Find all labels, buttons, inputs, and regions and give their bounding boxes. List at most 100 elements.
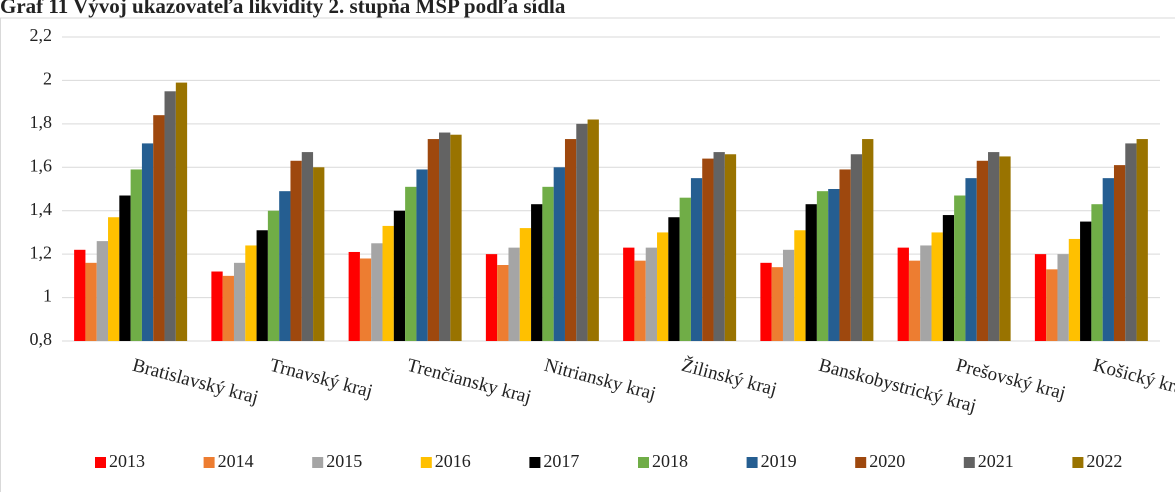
legend-label: 2022 — [1086, 451, 1122, 471]
legend-label: 2015 — [326, 451, 362, 471]
bar — [519, 228, 532, 341]
bar — [645, 247, 658, 341]
y-tick-label: 0,8 — [30, 329, 53, 349]
bar — [954, 195, 966, 341]
chart-frame — [0, 17, 1175, 492]
bar — [393, 210, 406, 341]
y-tick-label: 1,4 — [30, 199, 53, 219]
bar — [634, 260, 646, 341]
legend-swatch — [855, 457, 867, 468]
bar — [359, 258, 372, 341]
bar — [976, 160, 989, 341]
chart-title: Graf 11 Vývoj ukazovateľa likvidity 2. s… — [0, 0, 566, 18]
bar — [1057, 254, 1069, 341]
legend-swatch — [312, 457, 324, 468]
bar — [690, 178, 703, 341]
bar — [1113, 165, 1126, 341]
bar — [508, 247, 520, 341]
bar — [999, 156, 1011, 341]
bar — [279, 191, 291, 341]
legend-swatch — [529, 457, 541, 468]
bar — [74, 249, 86, 341]
bar — [233, 262, 246, 341]
bar — [382, 225, 394, 341]
bar — [371, 243, 383, 341]
legend-label: 2019 — [761, 451, 797, 471]
bar — [1091, 204, 1103, 341]
bar — [405, 186, 417, 341]
legend-label: 2018 — [652, 451, 688, 471]
bar — [85, 262, 97, 341]
legend-label: 2016 — [435, 451, 471, 471]
x-tick-label: Nitriansky kraj — [542, 355, 658, 405]
bar — [805, 204, 817, 341]
bar — [713, 152, 725, 341]
bar — [816, 191, 829, 341]
x-tick-label: Banskobystrický kraj — [816, 355, 978, 417]
bar — [1034, 254, 1047, 341]
bar — [862, 139, 874, 341]
y-tick-label: 1,8 — [30, 112, 53, 132]
legend-swatch — [1072, 457, 1084, 468]
legend-label: 2014 — [218, 451, 254, 471]
y-tick-label: 2 — [43, 69, 52, 89]
bar — [1080, 221, 1092, 341]
x-tick-label: Trnavský kraj — [267, 355, 374, 403]
bar — [96, 241, 109, 341]
legend-label: 2013 — [109, 451, 145, 471]
legend-swatch — [638, 457, 649, 468]
bar — [497, 265, 509, 341]
bar — [920, 245, 932, 341]
bar — [576, 123, 588, 341]
bar — [771, 267, 783, 341]
bar — [1125, 143, 1137, 341]
legend-swatch — [420, 457, 432, 468]
x-tick-label: Trenčiansky kraj — [405, 355, 534, 408]
bar — [679, 197, 691, 341]
bar — [760, 262, 772, 341]
bar — [702, 158, 714, 341]
bar — [794, 230, 806, 341]
bar — [175, 82, 188, 341]
legend-label: 2020 — [869, 451, 905, 471]
bar — [108, 217, 120, 341]
bar — [267, 210, 280, 341]
bar — [211, 271, 223, 341]
bar — [828, 189, 840, 341]
bar — [290, 160, 302, 341]
bar — [222, 275, 234, 341]
bar — [668, 217, 680, 341]
bar — [141, 143, 154, 341]
bar — [1068, 238, 1081, 341]
legend-swatch — [95, 457, 106, 468]
bar — [724, 154, 737, 341]
legend-swatch — [963, 457, 975, 468]
bar — [623, 247, 635, 341]
y-tick-label: 1 — [43, 286, 52, 306]
bar — [416, 169, 428, 341]
bar — [485, 254, 498, 341]
bar — [439, 132, 451, 341]
bar — [1102, 178, 1114, 341]
y-tick-label: 2,2 — [30, 25, 53, 45]
bar — [153, 115, 165, 342]
bar — [119, 195, 131, 341]
legend-label: 2021 — [978, 451, 1014, 471]
bar — [587, 119, 599, 341]
legend-swatch — [746, 457, 758, 468]
bar — [245, 245, 257, 341]
bar — [1136, 139, 1148, 341]
bar — [942, 215, 955, 341]
bar — [657, 232, 669, 341]
bar — [427, 139, 440, 341]
x-tick-label: Bratislavský kraj — [130, 355, 260, 409]
bar — [839, 169, 851, 341]
bar — [256, 230, 268, 341]
y-tick-label: 1,2 — [30, 242, 53, 262]
bar — [908, 260, 921, 341]
bar — [988, 152, 1000, 341]
legend-swatch — [203, 457, 215, 468]
bar — [553, 167, 565, 341]
